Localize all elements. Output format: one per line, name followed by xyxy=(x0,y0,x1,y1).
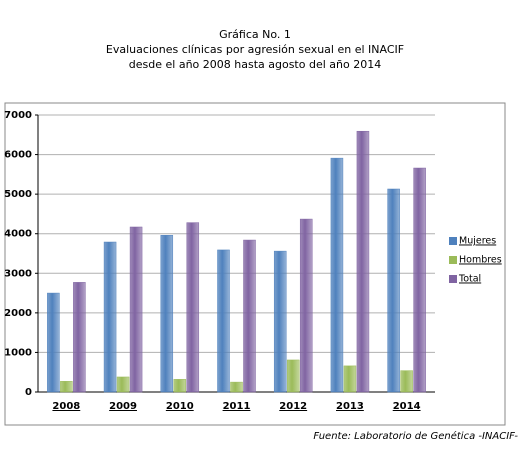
bar xyxy=(299,218,313,393)
y-tick-label: 7000 xyxy=(4,110,32,121)
bar xyxy=(160,235,174,393)
y-tick-label: 0 xyxy=(25,387,32,398)
bar xyxy=(129,226,143,393)
bar xyxy=(60,381,73,393)
source-note: Fuente: Laboratorio de Genética -INACIF- xyxy=(313,430,518,442)
bar xyxy=(273,250,287,393)
y-tick-label: 3000 xyxy=(4,268,32,279)
y-tick-label: 4000 xyxy=(4,229,32,240)
bar xyxy=(73,282,86,393)
x-tick-label: 2014 xyxy=(393,401,421,412)
y-tick-label: 6000 xyxy=(4,150,32,161)
bar xyxy=(230,381,243,393)
x-tick-label: 2010 xyxy=(166,401,194,412)
bar xyxy=(343,365,357,393)
y-tick-label: 2000 xyxy=(4,308,32,319)
legend-swatch xyxy=(449,256,457,264)
bar xyxy=(400,370,413,393)
y-tick-label: 5000 xyxy=(4,189,32,200)
bar xyxy=(217,249,230,393)
bar xyxy=(413,167,426,393)
legend-swatch xyxy=(449,275,457,283)
bar xyxy=(47,292,60,393)
legend-label: Hombres xyxy=(459,255,502,266)
bar xyxy=(186,222,200,393)
chart-title: Evaluaciones clínicas por agresión sexua… xyxy=(106,43,404,56)
bar xyxy=(103,241,117,393)
bar xyxy=(243,239,256,393)
bar xyxy=(116,376,130,393)
x-tick-label: 2009 xyxy=(109,401,137,412)
chart-title: desde el año 2008 hasta agosto del año 2… xyxy=(129,58,381,71)
bar xyxy=(173,379,187,393)
x-tick-label: 2013 xyxy=(336,401,364,412)
bar xyxy=(356,130,370,393)
bar xyxy=(387,188,400,393)
chart-border xyxy=(4,102,506,426)
bar xyxy=(286,359,300,393)
x-tick-label: 2011 xyxy=(223,401,251,412)
bar xyxy=(330,157,344,393)
x-tick-label: 2012 xyxy=(279,401,307,412)
legend-swatch xyxy=(449,237,457,245)
legend-label: Total xyxy=(458,274,481,285)
x-tick-label: 2008 xyxy=(52,401,80,412)
y-tick-label: 1000 xyxy=(4,347,32,358)
chart-title: Gráfica No. 1 xyxy=(219,28,291,41)
legend-label: Mujeres xyxy=(459,236,496,247)
